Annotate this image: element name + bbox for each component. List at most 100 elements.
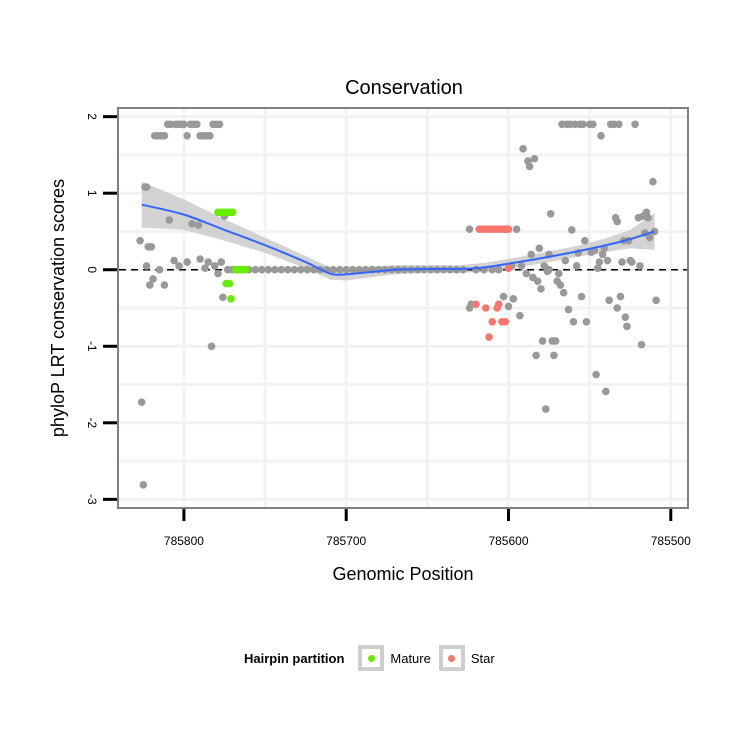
- point-other: [183, 258, 191, 266]
- point-other: [504, 302, 513, 311]
- point-mature: [227, 295, 235, 303]
- point-other: [206, 131, 214, 140]
- smooth-line-layer: [141, 203, 655, 276]
- point-other: [155, 265, 164, 274]
- point-other: [613, 217, 622, 226]
- point-other: [277, 265, 286, 274]
- point-other: [342, 265, 351, 274]
- point-other: [538, 337, 547, 345]
- point-other: [530, 154, 539, 163]
- point-other: [465, 225, 474, 233]
- point-other: [160, 131, 169, 140]
- legend-label-mature: Mature: [390, 650, 431, 666]
- legend-key-star: [438, 645, 465, 671]
- point-other: [564, 305, 573, 314]
- point-other: [577, 292, 586, 301]
- y-tick-label: 2: [85, 113, 99, 120]
- point-other: [618, 258, 626, 266]
- point-other: [270, 265, 279, 274]
- point-other: [527, 250, 536, 259]
- points-layer: [136, 120, 660, 489]
- point-star: [472, 300, 480, 308]
- point-star: [481, 304, 490, 312]
- legend-title: Hairpin partition: [244, 650, 345, 666]
- point-other: [264, 265, 273, 274]
- point-other: [146, 281, 154, 289]
- point-other: [554, 269, 563, 278]
- point-other: [137, 398, 146, 406]
- point-other: [525, 162, 534, 171]
- y-tick-label: -1: [85, 341, 99, 352]
- point-other: [196, 255, 204, 263]
- point-other: [645, 233, 654, 242]
- point-other: [207, 342, 216, 351]
- point-star: [504, 225, 513, 233]
- point-other: [522, 269, 531, 278]
- point-other: [509, 295, 518, 303]
- axes: 785800 785700 785600 785500 -3 -2 -1 0 1 2: [85, 113, 691, 548]
- point-other: [603, 256, 612, 265]
- point-other: [593, 264, 602, 273]
- point-other: [579, 120, 587, 129]
- y-axis-label: phyloP LRT conservation scores: [48, 179, 68, 437]
- point-other: [188, 220, 196, 228]
- point-other: [605, 296, 613, 305]
- point-other: [488, 265, 497, 274]
- point-other: [582, 317, 591, 326]
- point-other: [165, 216, 174, 224]
- point-mature: [228, 208, 237, 217]
- y-tick-label: 0: [85, 266, 99, 273]
- point-other: [542, 405, 550, 413]
- point-other: [561, 256, 570, 265]
- point-other: [494, 265, 503, 274]
- point-other: [636, 262, 644, 270]
- x-tick-label: 785500: [651, 534, 691, 548]
- point-other: [517, 262, 526, 270]
- point-star: [488, 317, 497, 326]
- chart-title: Conservation: [345, 77, 463, 99]
- point-star: [504, 264, 513, 273]
- point-other: [175, 262, 183, 270]
- point-other: [251, 265, 260, 274]
- point-other: [329, 265, 338, 274]
- point-other: [537, 285, 545, 293]
- point-other: [283, 265, 292, 274]
- y-tick-label: -2: [85, 417, 99, 428]
- point-other: [183, 131, 191, 140]
- point-other: [621, 313, 630, 321]
- legend-dot-star: [448, 654, 456, 662]
- point-other: [598, 250, 607, 259]
- point-star: [494, 300, 503, 308]
- x-tick-label: 785700: [326, 534, 366, 548]
- confidence-ribbon: [141, 181, 655, 281]
- point-other: [296, 265, 305, 274]
- point-other: [499, 292, 508, 301]
- point-other: [519, 145, 527, 153]
- x-axis-label: Genomic Position: [332, 564, 473, 584]
- point-other: [652, 296, 660, 305]
- point-other: [142, 262, 151, 270]
- point-other: [204, 258, 213, 266]
- point-other: [559, 288, 568, 297]
- point-other: [201, 264, 209, 273]
- point-other: [303, 265, 312, 274]
- point-other: [637, 340, 646, 349]
- point-other: [545, 265, 553, 274]
- point-other: [139, 481, 148, 489]
- point-other: [258, 265, 266, 274]
- point-other: [572, 262, 581, 270]
- point-other: [556, 281, 565, 289]
- point-other: [580, 236, 589, 245]
- point-star: [501, 317, 510, 326]
- point-other: [214, 269, 222, 278]
- smooth-line: [141, 203, 655, 276]
- point-other: [631, 120, 639, 129]
- legend-dot-mature: [367, 654, 375, 662]
- point-other: [595, 258, 604, 266]
- point-other: [616, 292, 625, 301]
- point-other: [569, 317, 578, 326]
- point-other: [567, 226, 576, 234]
- point-other: [602, 387, 610, 396]
- point-other: [589, 120, 597, 129]
